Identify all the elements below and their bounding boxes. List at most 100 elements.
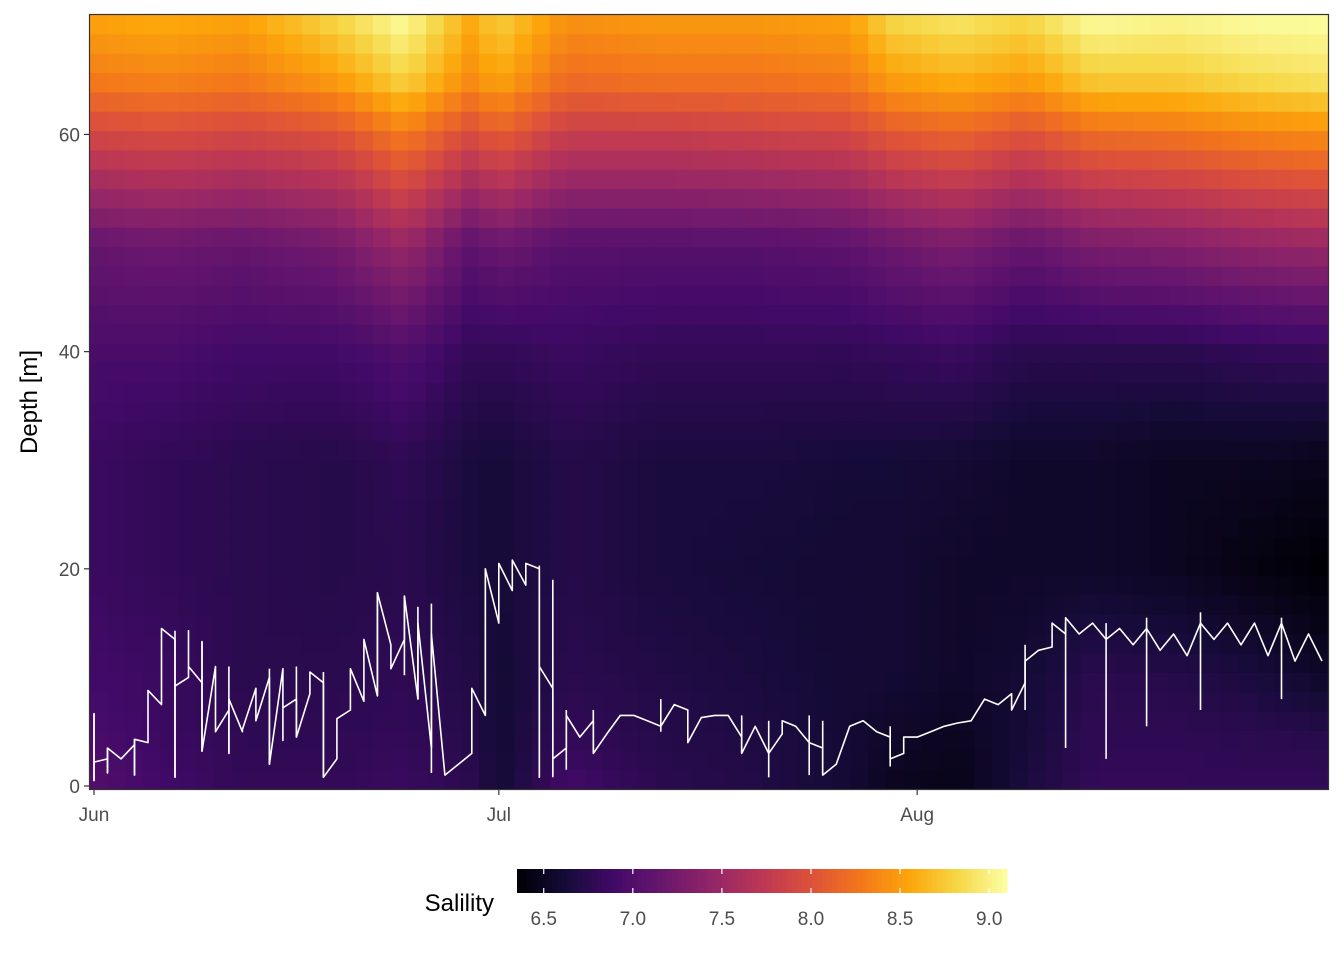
heatmap-cell [1062, 576, 1081, 597]
heatmap-cell [1133, 111, 1152, 132]
heatmap-cell [160, 402, 180, 422]
heatmap-cell [638, 53, 657, 74]
heatmap-cell [885, 595, 905, 616]
heatmap-cell [1151, 305, 1170, 326]
heatmap-cell [1257, 421, 1276, 442]
heatmap-cell [655, 537, 675, 558]
heatmap-cell [107, 769, 126, 790]
heatmap-cell [602, 750, 622, 771]
heatmap-cell [709, 73, 728, 93]
heatmap-cell [1009, 53, 1028, 74]
heatmap-cell [532, 189, 551, 210]
heatmap-cell [726, 498, 745, 519]
heatmap-cell [1292, 266, 1311, 287]
heatmap-cell [1292, 556, 1311, 577]
heatmap-cell [567, 285, 586, 306]
heatmap-cell [408, 576, 427, 597]
legend-swatch [562, 869, 568, 893]
heatmap-cell [1009, 556, 1028, 577]
heatmap-cell [938, 305, 958, 326]
heatmap-cell [231, 305, 250, 326]
heatmap-cell [1133, 402, 1152, 422]
heatmap-cell [337, 440, 356, 461]
heatmap-cell [479, 498, 498, 519]
heatmap-cell [602, 692, 622, 713]
heatmap-cell [213, 421, 233, 442]
heatmap-cell [355, 111, 374, 132]
heatmap-cell [231, 247, 250, 268]
heatmap-cell [390, 305, 409, 326]
heatmap-cell [266, 421, 286, 442]
heatmap-cell [1151, 576, 1170, 597]
heatmap-cell [673, 440, 692, 461]
heatmap-cell [655, 208, 675, 229]
heatmap-cell [496, 653, 516, 674]
heatmap-cell [302, 247, 321, 268]
heatmap-cell [974, 479, 993, 500]
heatmap-cell [673, 92, 692, 113]
heatmap-cell [585, 750, 604, 771]
heatmap-cell [921, 440, 940, 461]
heatmap-cell [213, 614, 233, 635]
heatmap-cell [532, 363, 551, 384]
heatmap-cell [249, 131, 268, 152]
heatmap-cell [355, 131, 374, 152]
heatmap-cell [1027, 537, 1046, 558]
heatmap-cell [638, 692, 657, 713]
heatmap-cell [249, 556, 268, 577]
heatmap-cell [1009, 382, 1028, 403]
heatmap-cell [602, 53, 622, 74]
heatmap-cell [602, 73, 622, 93]
heatmap-cell [532, 614, 551, 635]
heatmap-cell [1151, 343, 1170, 364]
heatmap-cell [1239, 402, 1258, 422]
heatmap-cell [921, 92, 940, 113]
legend-swatch [932, 869, 938, 893]
heatmap-cell [1115, 556, 1135, 577]
heatmap-cell [691, 614, 710, 635]
heatmap-cell [1274, 479, 1294, 500]
heatmap-cell [496, 692, 516, 713]
heatmap-cell [1221, 208, 1241, 229]
heatmap-cell [885, 440, 905, 461]
heatmap-cell [638, 614, 657, 635]
heatmap-cell [337, 227, 356, 248]
heatmap-cell [90, 518, 109, 539]
salinity-heatmap [90, 15, 1329, 790]
heatmap-cell [107, 653, 126, 674]
heatmap-cell [1186, 111, 1205, 132]
heatmap-cell [213, 208, 233, 229]
heatmap-cell [638, 111, 657, 132]
heatmap-cell [1151, 730, 1170, 751]
heatmap-cell [143, 634, 162, 655]
heatmap-cell [709, 634, 728, 655]
heatmap-cell [143, 440, 162, 461]
heatmap-cell [602, 460, 622, 480]
heatmap-cell [302, 460, 321, 480]
heatmap-cell [249, 266, 268, 287]
heatmap-cell [143, 614, 162, 635]
heatmap-cell [1257, 440, 1276, 461]
heatmap-cell [284, 769, 303, 790]
heatmap-cell [125, 169, 144, 190]
heatmap-cell [160, 479, 180, 500]
heatmap-cell [479, 363, 498, 384]
heatmap-cell [921, 614, 940, 635]
heatmap-cell [1274, 208, 1294, 229]
heatmap-cell [956, 131, 975, 152]
heatmap-cell [125, 692, 144, 713]
heatmap-cell [744, 730, 763, 751]
heatmap-cell [213, 247, 233, 268]
heatmap-cell [1027, 672, 1046, 693]
heatmap-cell [620, 266, 639, 287]
heatmap-cell [1239, 305, 1258, 326]
heatmap-cell [885, 498, 905, 519]
heatmap-cell [1274, 421, 1294, 442]
heatmap-cell [178, 595, 197, 616]
heatmap-cell [178, 266, 197, 287]
heatmap-cell [956, 421, 975, 442]
heatmap-cell [868, 576, 887, 597]
heatmap-cell [974, 750, 993, 771]
heatmap-cell [885, 324, 905, 345]
heatmap-cell [1257, 169, 1276, 190]
